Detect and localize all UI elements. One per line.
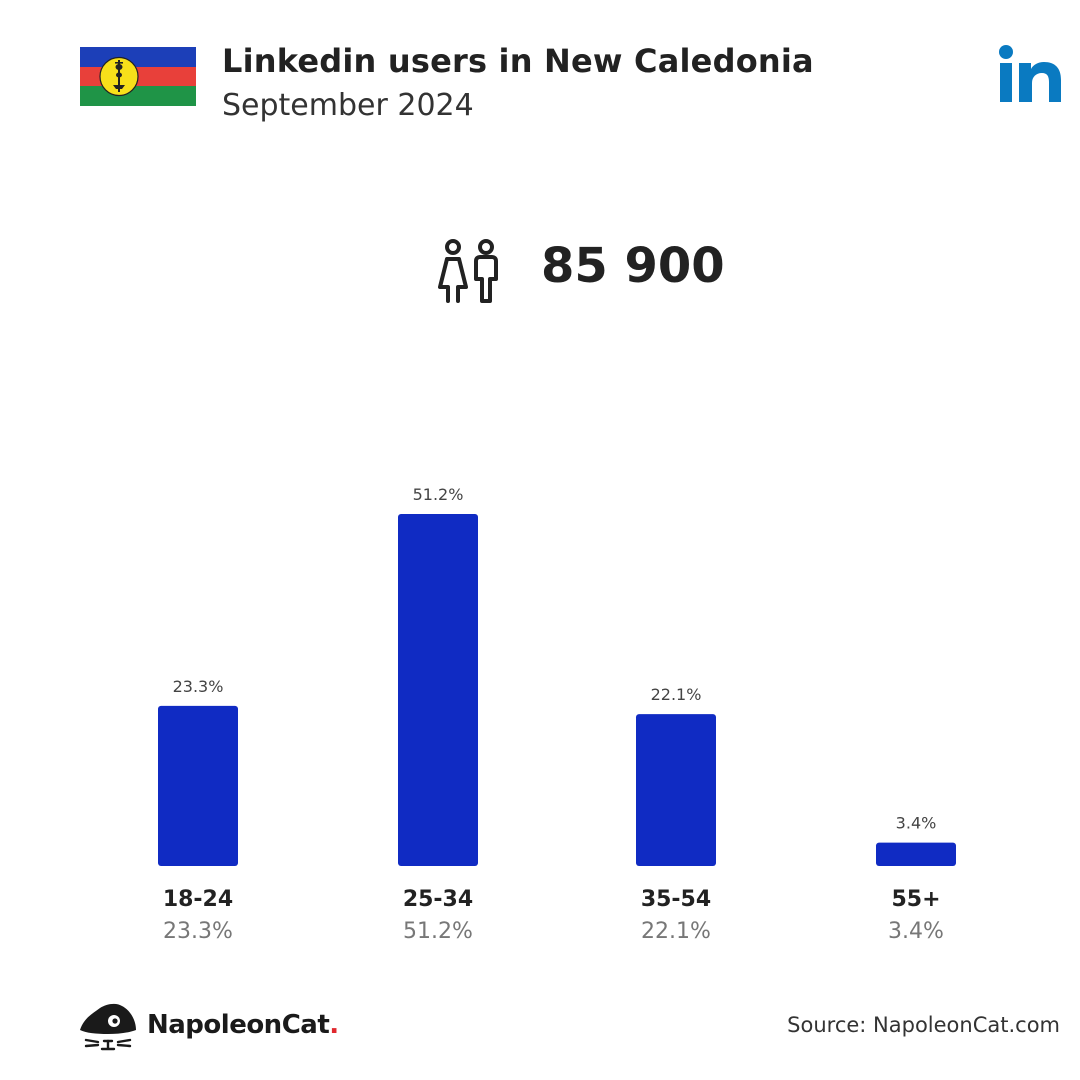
napoleoncat-logo-icon (80, 1003, 136, 1051)
people-icon (438, 239, 498, 303)
category-label: 55+ (891, 887, 940, 912)
new-caledonia-flag-icon (80, 47, 196, 106)
source-note: Source: NapoleonCat.com (787, 1013, 1060, 1037)
bar-25-34 (398, 514, 478, 866)
category-label: 18-24 (163, 887, 233, 912)
chart-subtitle: September 2024 (222, 88, 474, 123)
bar-55+ (876, 842, 956, 866)
linkedin-logo-icon (999, 45, 1061, 102)
category-percent: 3.4% (888, 919, 944, 944)
category-percent: 23.3% (163, 919, 233, 944)
category-percent: 22.1% (641, 919, 711, 944)
bar-value-label: 51.2% (413, 485, 464, 504)
bar-35-54 (636, 714, 716, 866)
total-users-value: 85 900 (541, 238, 725, 294)
bar-18-24 (158, 705, 238, 866)
category-percent: 51.2% (403, 919, 473, 944)
brand-name: NapoleonCat. (147, 1010, 339, 1040)
category-label: 25-34 (403, 887, 473, 912)
bar-value-label: 3.4% (896, 814, 937, 833)
category-label: 35-54 (641, 887, 711, 912)
chart-title: Linkedin users in New Caledonia (222, 42, 814, 80)
bar-value-label: 22.1% (651, 685, 702, 704)
brand-dot: . (329, 1010, 339, 1040)
bar-value-label: 23.3% (173, 677, 224, 696)
brand-name-text: NapoleonCat (147, 1010, 330, 1040)
